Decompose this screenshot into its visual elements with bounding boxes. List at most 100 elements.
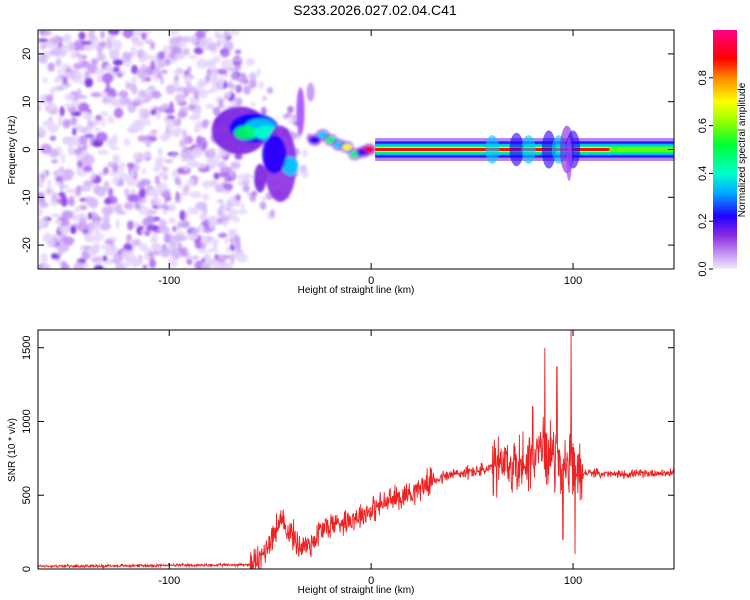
noise-blob — [64, 103, 77, 108]
noise-blob — [196, 135, 203, 146]
noise-blob — [142, 56, 148, 61]
noise-blob — [173, 79, 180, 90]
noise-blob — [195, 201, 208, 210]
noise-blob — [106, 39, 112, 51]
noise-blob — [142, 118, 151, 126]
noise-blob — [95, 114, 103, 121]
noise-blob — [109, 146, 121, 151]
noise-blob — [182, 129, 187, 140]
signal-tail — [609, 147, 674, 152]
noise-blob — [70, 116, 77, 126]
noise-blob — [158, 182, 168, 193]
noise-blob — [232, 228, 237, 234]
noise-blob — [64, 93, 76, 101]
noise-blob — [197, 248, 207, 254]
y-tick-label: 1500 — [21, 335, 33, 359]
noise-blob — [38, 207, 44, 217]
noise-blob — [157, 147, 163, 156]
noise-blob — [56, 68, 62, 75]
noise-blob — [38, 53, 48, 64]
noise-blob — [170, 240, 176, 248]
colorbar-label: Normalized spectral amplitude — [737, 82, 748, 217]
noise-blob — [142, 217, 152, 227]
noise-blob — [188, 115, 198, 121]
transition-blob — [224, 72, 229, 78]
noise-blob — [200, 210, 207, 222]
noise-blob — [55, 214, 63, 219]
noise-blob — [222, 220, 229, 227]
noise-blob — [159, 132, 170, 142]
noise-blob — [103, 197, 112, 205]
noise-blob — [49, 87, 60, 92]
noise-blob — [101, 244, 110, 250]
noise-blob — [74, 124, 83, 133]
noise-blob — [139, 187, 146, 199]
noise-blob — [62, 138, 71, 145]
noise-blob — [137, 206, 150, 211]
noise-blob — [94, 220, 99, 232]
noise-blob — [75, 214, 87, 219]
noise-blob — [113, 107, 124, 119]
colorbar — [713, 30, 737, 269]
noise-blob — [213, 172, 220, 180]
top-x-axis-label: Height of straight line (km) — [298, 285, 415, 296]
noise-blob — [88, 30, 95, 40]
noise-blob — [150, 109, 157, 116]
y-tick-label: 1000 — [21, 409, 33, 433]
noise-blob — [180, 36, 192, 43]
noise-blob — [110, 53, 119, 58]
noise-blob — [159, 76, 164, 85]
noise-blob — [144, 39, 154, 45]
band-disturbance — [541, 130, 556, 169]
noise-blob — [135, 40, 145, 47]
noise-blob — [90, 170, 96, 181]
noise-blob — [179, 139, 188, 148]
noise-blob — [94, 127, 102, 133]
colorbar-tick-label: 0.0 — [697, 261, 709, 276]
noise-blob — [39, 201, 49, 208]
transition-blob — [235, 193, 241, 202]
noise-blob — [181, 246, 188, 254]
noise-blob — [159, 246, 171, 258]
noise-blob — [85, 222, 95, 233]
transition-blob — [259, 203, 267, 210]
noise-blob — [168, 217, 176, 224]
transition-blob — [262, 95, 267, 102]
noise-blob — [173, 69, 183, 76]
noise-blob — [189, 35, 198, 45]
noise-blob — [164, 158, 173, 164]
noise-blob — [215, 183, 224, 193]
noise-blob — [92, 184, 102, 195]
noise-blob — [179, 210, 186, 221]
noise-blob — [114, 203, 123, 213]
noise-blob — [84, 69, 91, 80]
noise-blob — [88, 197, 99, 209]
noise-blob — [83, 232, 90, 242]
noise-blob — [46, 237, 56, 248]
noise-blob — [204, 103, 215, 109]
onset-feature — [262, 135, 287, 174]
noise-blob — [42, 120, 54, 128]
noise-blob — [202, 193, 210, 201]
noise-blob — [176, 221, 182, 231]
noise-blob — [146, 224, 159, 232]
noise-blob — [112, 66, 120, 73]
transition-blob — [224, 206, 232, 212]
noise-blob — [90, 58, 99, 66]
top-y-axis-label: Frequency (Hz) — [7, 116, 18, 185]
noise-blob — [70, 148, 75, 156]
noise-blob — [60, 153, 66, 164]
noise-blob — [174, 93, 186, 104]
noise-blob — [131, 64, 138, 75]
noise-blob — [50, 47, 61, 57]
noise-blob — [106, 63, 113, 74]
bottom-plot-frame — [37, 329, 675, 570]
noise-blob — [62, 264, 67, 269]
onset-feature — [233, 125, 259, 140]
noise-blob — [229, 88, 234, 93]
colorbar-tick-label: 0.4 — [697, 166, 709, 181]
noise-blob — [196, 120, 202, 132]
transition-blob — [248, 79, 257, 89]
noise-blob — [220, 59, 233, 70]
noise-blob — [87, 212, 93, 220]
